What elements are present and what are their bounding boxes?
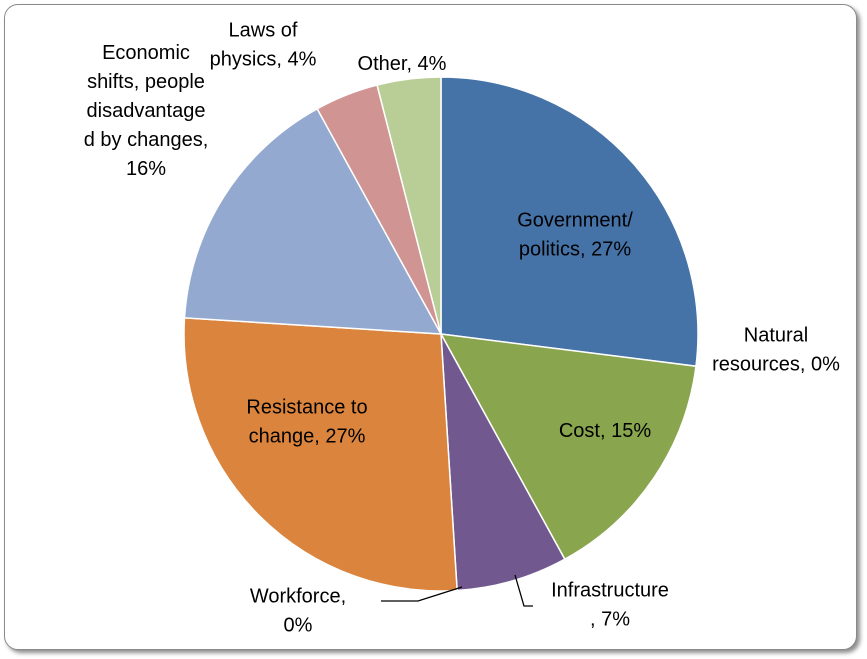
slice-label-line: disadvantage: [87, 100, 206, 122]
slice-label-4: Workforce, 0%: [250, 586, 346, 637]
leader-lines: [381, 574, 533, 607]
slice-label-line: Cost, 15%: [559, 420, 651, 442]
slice-label-line: 0%: [284, 615, 313, 637]
slice-label-7: Laws of physics, 4%: [210, 20, 317, 71]
pie-slice-0: [440, 76, 699, 368]
slice-label-3: Infrastructure , 7%: [551, 580, 669, 631]
slice-label-0: Government/politics, 27%: [517, 210, 633, 261]
slice-label-line: Resistance to: [246, 397, 367, 419]
slice-label-line: Other, 4%: [358, 53, 447, 75]
slice-label-line: resources, 0%: [712, 354, 840, 376]
slice-label-line: Natural: [744, 325, 808, 347]
slice-label-line: Workforce,: [250, 586, 346, 608]
slice-label-line: d by changes,: [84, 129, 209, 151]
slice-label-line: Government/: [517, 210, 633, 232]
slice-label-line: change, 27%: [249, 426, 366, 448]
pie-slice-3: [440, 333, 566, 592]
leader-line-workforce: [381, 586, 463, 602]
slice-label-1: Natural resources, 0%: [712, 325, 840, 376]
pie-slice-2: [439, 333, 697, 561]
slice-label-line: Laws of: [229, 20, 298, 42]
slice-label-line: Infrastructure: [551, 580, 669, 602]
pie-slice-5: [183, 317, 458, 592]
leader-line-infrastructure: [514, 574, 533, 607]
slice-label-8: Other, 4%: [358, 53, 447, 75]
slice-label-line: shifts, people: [87, 71, 205, 93]
slice-label-line: physics, 4%: [210, 49, 317, 71]
slice-label-2: Cost, 15%: [559, 420, 651, 442]
pie-slice-6: [183, 107, 443, 335]
pie-slices: [183, 76, 699, 592]
data-labels: Government/politics, 27% Natural resources…: [84, 20, 840, 637]
slice-label-6: Economic shifts, people disadvantage d by c…: [84, 42, 209, 180]
pie-slice-8: [376, 76, 442, 335]
slice-label-5: Resistance to change, 27%: [246, 397, 367, 448]
slice-label-line: 16%: [126, 158, 166, 180]
slice-label-line: Economic: [102, 42, 190, 64]
slice-label-line: , 7%: [590, 609, 630, 631]
slice-label-line: politics, 27%: [519, 239, 631, 261]
